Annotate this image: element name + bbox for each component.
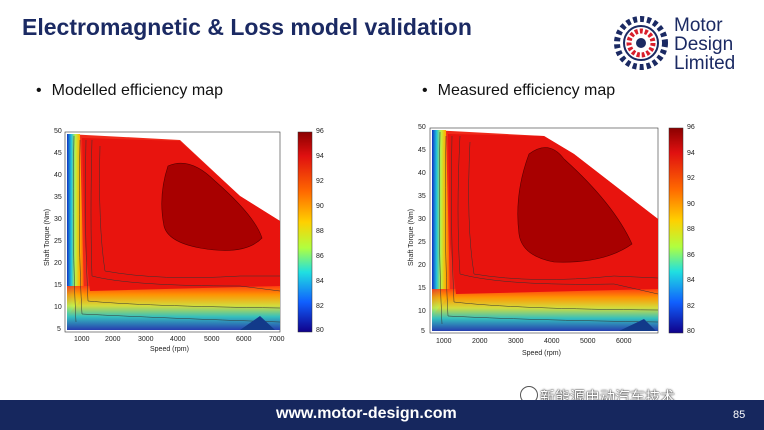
- colorbar-tick: 82: [316, 303, 324, 310]
- ytick: 10: [418, 308, 426, 315]
- footer-bar: www.motor-design.com 85: [0, 400, 764, 430]
- ytick: 40: [418, 170, 426, 177]
- ytick: 45: [54, 150, 62, 157]
- ytick: 20: [418, 262, 426, 269]
- xtick: 5000: [204, 336, 220, 343]
- x-axis-label: Speed (rpm): [150, 346, 189, 353]
- bullet-dot: •: [36, 82, 42, 99]
- ytick: 30: [418, 216, 426, 223]
- modelled-map-graphic: [64, 131, 313, 333]
- colorbar-tick: 84: [316, 278, 324, 285]
- xtick: 2000: [472, 338, 488, 345]
- xtick: 2000: [105, 336, 121, 343]
- ytick: 50: [54, 128, 62, 135]
- bullet-left-text: Modelled efficiency map: [51, 82, 223, 99]
- ytick: 30: [54, 216, 62, 223]
- xtick: 4000: [544, 338, 560, 345]
- colorbar-tick: 80: [687, 328, 695, 335]
- colorbar-tick: 94: [687, 150, 695, 157]
- bullet-left: • Modelled efficiency map: [36, 82, 223, 100]
- colorbar-tick: 90: [687, 201, 695, 208]
- ytick: 25: [54, 238, 62, 245]
- slide-title: Electromagnetic & Loss model validation: [22, 14, 472, 40]
- xtick: 4000: [170, 336, 186, 343]
- logo-line-3: Limited: [674, 53, 736, 74]
- ytick: 35: [418, 193, 426, 200]
- xtick: 1000: [74, 336, 90, 343]
- xtick: 6000: [236, 336, 252, 343]
- footer-url[interactable]: www.motor-design.com: [276, 405, 457, 422]
- colorbar-tick: 80: [316, 327, 324, 334]
- colorbar-tick: 88: [687, 226, 695, 233]
- colorbar-tick: 96: [687, 124, 695, 131]
- colorbar-tick: 96: [316, 128, 324, 135]
- colorbar-tick: 88: [316, 228, 324, 235]
- measured-map-graphic: [429, 127, 684, 334]
- ytick: 10: [54, 304, 62, 311]
- ytick: 25: [418, 239, 426, 246]
- motor-logo-icon: [614, 16, 668, 70]
- colorbar-tick: 86: [316, 253, 324, 260]
- motor-design-logo: Motor Design Limited: [612, 14, 752, 78]
- ytick: 50: [418, 124, 426, 131]
- xtick: 6000: [616, 338, 632, 345]
- measured-efficiency-map: 50 45 40 35 30 25 20 15 10 5 1000 2000 3…: [404, 124, 714, 364]
- ytick: 40: [54, 172, 62, 179]
- bullet-right-text: Measured efficiency map: [437, 82, 616, 99]
- xtick: 5000: [580, 338, 596, 345]
- ytick: 20: [54, 260, 62, 267]
- colorbar-tick: 90: [316, 203, 324, 210]
- xtick: 3000: [508, 338, 524, 345]
- colorbar-tick: 92: [687, 175, 695, 182]
- xtick: 3000: [138, 336, 154, 343]
- ytick: 45: [418, 147, 426, 154]
- colorbar-tick: 84: [687, 277, 695, 284]
- y-axis-label: Shaft Torque (Nm): [408, 208, 415, 266]
- ytick: 35: [54, 194, 62, 201]
- ytick: 5: [421, 328, 425, 335]
- logo-wordmark: Motor Design Limited: [674, 16, 735, 73]
- bullet-dot: •: [422, 82, 428, 99]
- colorbar-tick: 94: [316, 153, 324, 160]
- colorbar-tick: 86: [687, 252, 695, 259]
- y-axis-label: Shaft Torque (Nm): [44, 208, 51, 266]
- colorbar-tick: 92: [316, 178, 324, 185]
- x-axis-label: Speed (rpm): [522, 350, 561, 357]
- logo-line-1: Motor: [674, 15, 723, 36]
- ytick: 5: [57, 326, 61, 333]
- xtick: 7000: [269, 336, 285, 343]
- xtick: 1000: [436, 338, 452, 345]
- colorbar-tick: 82: [687, 303, 695, 310]
- page-number: 85: [733, 409, 746, 421]
- logo-line-2: Design: [674, 34, 734, 55]
- modelled-efficiency-map: 50 45 40 35 30 25 20 15 10 5 1000 2000 3…: [40, 126, 340, 361]
- bullet-right: • Measured efficiency map: [422, 82, 615, 100]
- ytick: 15: [54, 282, 62, 289]
- ytick: 15: [418, 285, 426, 292]
